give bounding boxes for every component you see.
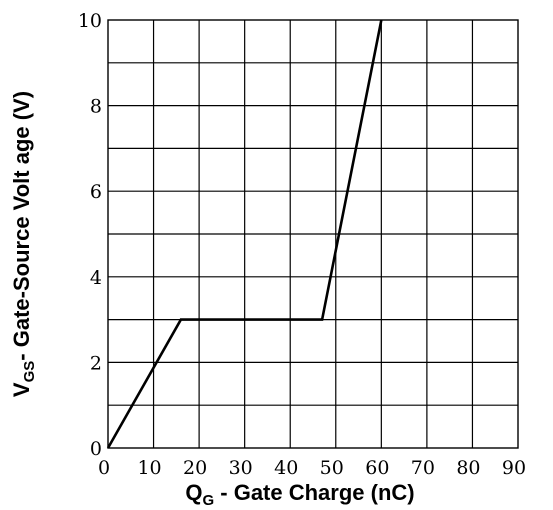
y-axis-title-main: V bbox=[9, 382, 34, 397]
x-tick-label: 30 bbox=[229, 457, 253, 479]
x-tick-labels: 0 10 20 30 40 50 60 70 80 90 bbox=[98, 457, 526, 479]
y-tick-label: 8 bbox=[90, 96, 102, 118]
x-tick-label: 0 bbox=[98, 457, 110, 479]
x-tick-label: 90 bbox=[502, 457, 526, 479]
x-axis-title-subscript: G bbox=[202, 492, 214, 509]
y-axis-title: VGS- Gate-Source Volt age (V) bbox=[9, 91, 38, 397]
y-tick-label: 6 bbox=[90, 181, 102, 203]
x-tick-label: 80 bbox=[456, 457, 480, 479]
x-tick-label: 20 bbox=[183, 457, 207, 479]
x-tick-label: 70 bbox=[411, 457, 435, 479]
y-tick-label: 4 bbox=[90, 267, 102, 289]
series-line bbox=[106, 19, 383, 449]
y-tick-labels: 0 2 4 6 8 10 bbox=[78, 10, 102, 460]
y-axis-title-subscript: GS bbox=[21, 361, 38, 383]
series-layer bbox=[106, 19, 383, 449]
y-tick-label: 2 bbox=[90, 352, 102, 374]
x-tick-label: 50 bbox=[320, 457, 344, 479]
x-tick-label: 40 bbox=[274, 457, 298, 479]
x-axis-title: QG - Gate Charge (nC) bbox=[185, 480, 414, 509]
y-tick-label: 0 bbox=[90, 438, 102, 460]
x-axis-title-rest: - Gate Charge (nC) bbox=[214, 480, 414, 505]
y-tick-label: 10 bbox=[78, 10, 102, 32]
x-axis-title-main: Q bbox=[185, 480, 202, 505]
x-tick-label: 60 bbox=[365, 457, 389, 479]
plot-frame bbox=[107, 19, 519, 449]
y-axis-title-rest: - Gate-Source Volt age (V) bbox=[9, 91, 34, 361]
grid-lines bbox=[108, 20, 518, 448]
x-tick-label: 10 bbox=[137, 457, 161, 479]
